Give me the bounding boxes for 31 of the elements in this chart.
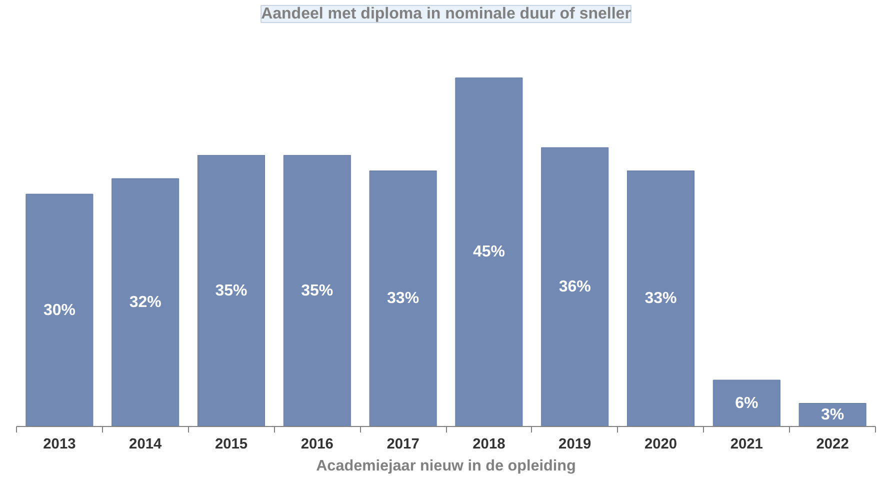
x-tick-label: 2015: [214, 436, 248, 452]
x-tick-label: 2021: [730, 436, 763, 452]
x-tick-label: 2016: [300, 436, 334, 452]
bar: [198, 155, 265, 426]
x-tick-label: 2018: [472, 436, 506, 452]
bar: [541, 147, 609, 426]
data-label: 35%: [301, 282, 334, 300]
data-label: 35%: [215, 282, 248, 300]
x-tick-label: 2022: [816, 436, 849, 452]
x-tick-label: 2014: [129, 436, 162, 452]
bar: [283, 155, 351, 426]
bar: [627, 170, 694, 426]
bar: [455, 78, 523, 426]
data-label: 45%: [472, 244, 505, 261]
data-label: 33%: [644, 290, 677, 308]
bar: [112, 178, 180, 426]
data-label: 33%: [387, 290, 420, 308]
data-label: 36%: [558, 278, 591, 296]
bar: [26, 194, 94, 426]
x-axis-title: Academiejaar nieuw in de opleiding: [316, 458, 576, 474]
x-tick-label: 2013: [43, 436, 76, 452]
data-label: 3%: [820, 406, 844, 424]
x-tick-label: 2019: [558, 436, 592, 452]
bar: [712, 380, 780, 426]
data-label: 30%: [43, 302, 76, 319]
x-tick-label: 2017: [386, 436, 420, 452]
chart-title: Aandeel met diploma in nominale duur of sneller: [261, 6, 631, 22]
data-label: 6%: [735, 394, 758, 412]
bar: [369, 170, 437, 426]
x-tick-label: 2020: [644, 436, 678, 452]
data-label: 32%: [129, 294, 162, 312]
